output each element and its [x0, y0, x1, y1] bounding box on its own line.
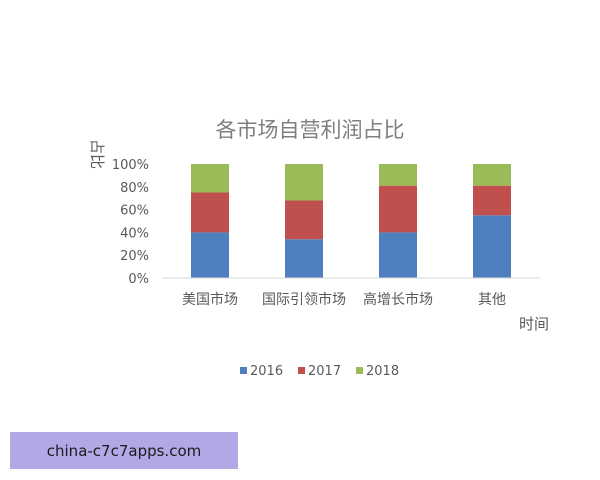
x-tick-label: 高增长市场	[363, 291, 433, 308]
bar-segment-2017	[191, 192, 229, 233]
bar-segment-2016	[379, 232, 417, 278]
legend-swatch-2016	[240, 367, 247, 374]
x-axis-label: 时间	[519, 315, 549, 333]
y-axis-label: 占比	[88, 139, 106, 169]
y-tick-label: 100%	[112, 158, 149, 173]
y-tick-label: 80%	[120, 181, 149, 196]
x-tick-label: 美国市场	[182, 291, 238, 308]
y-tick-label: 60%	[120, 204, 149, 219]
bar-segment-2017	[379, 185, 417, 233]
bar-segment-2016	[473, 215, 511, 278]
bar-segment-2017	[285, 200, 323, 240]
bar-segment-2018	[473, 164, 511, 186]
legend-swatch-2017	[298, 367, 305, 374]
bar-segment-2018	[191, 164, 229, 193]
chart-title: 各市场自营利润占比	[216, 118, 405, 142]
bar-segment-2018	[379, 164, 417, 186]
bar-segment-2016	[191, 232, 229, 278]
y-tick-label: 40%	[120, 226, 149, 241]
legend-swatch-2018	[356, 367, 363, 374]
x-tick-label: 其他	[478, 292, 506, 308]
legend-label-2017: 2017	[308, 364, 341, 379]
legend-label-2018: 2018	[366, 364, 399, 379]
bar-segment-2018	[285, 164, 323, 201]
watermark-banner: china-c7c7apps.com	[10, 432, 238, 469]
y-tick-label: 20%	[120, 249, 149, 264]
bar-segment-2017	[473, 185, 511, 216]
legend-label-2016: 2016	[250, 364, 283, 379]
x-tick-label: 国际引领市场	[262, 291, 346, 308]
bar-segment-2016	[285, 239, 323, 278]
y-tick-label: 0%	[128, 272, 149, 287]
